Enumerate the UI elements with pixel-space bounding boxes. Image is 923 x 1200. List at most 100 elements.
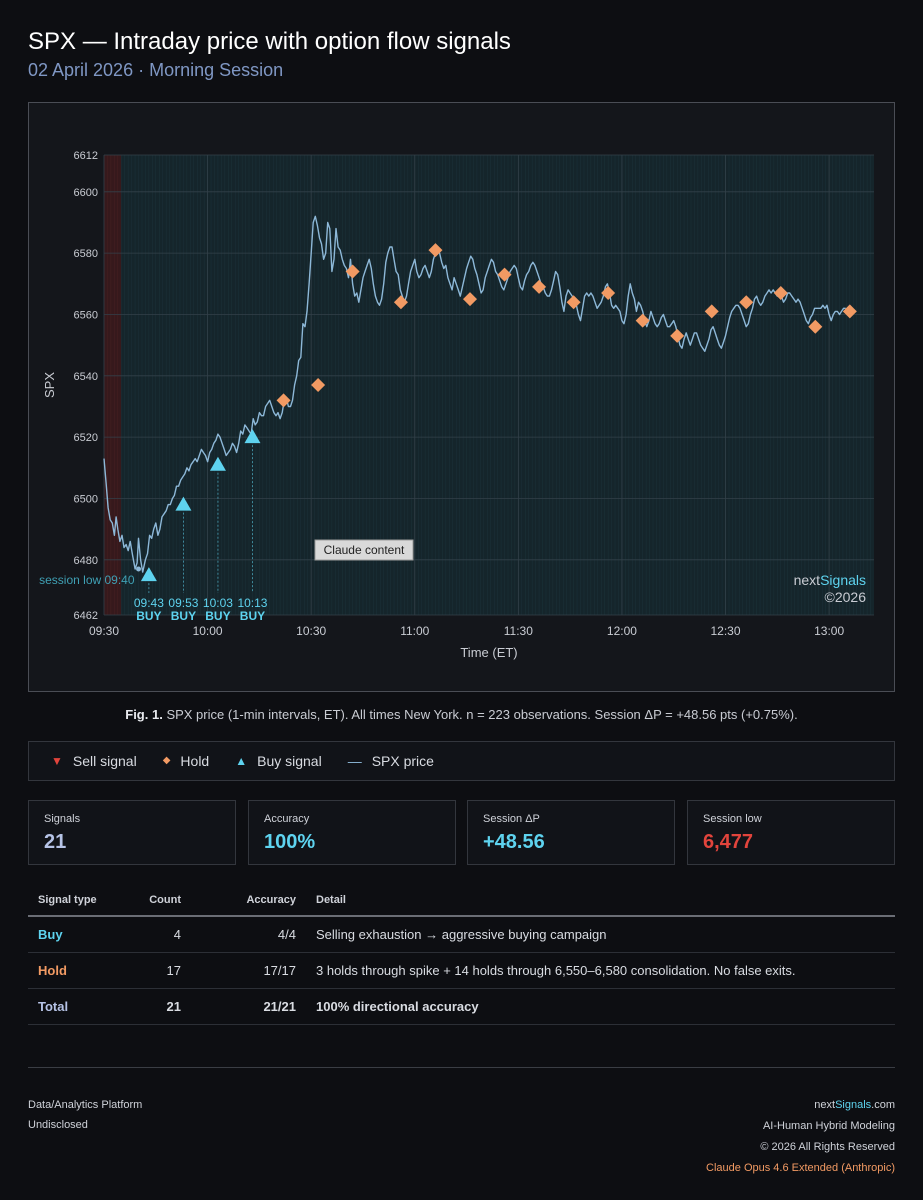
spx-price-line xyxy=(103,215,846,573)
buy-triangle-icon: ▲ xyxy=(235,754,248,768)
accuracy-cell: 17/17 xyxy=(191,952,306,989)
x-tick-label: 11:30 xyxy=(504,624,533,638)
stat-value: +48.56 xyxy=(483,831,545,853)
col-header-type: Signal type xyxy=(28,884,126,917)
stat-card-session-delta: Session ΔP +48.56 xyxy=(467,800,675,865)
session-low-marker xyxy=(136,566,142,572)
hold-signal-marker xyxy=(276,393,291,408)
legend-label-price: SPX price xyxy=(371,753,434,769)
stat-value: 21 xyxy=(44,831,67,853)
hold-signal-marker xyxy=(704,304,719,319)
hold-signal-marker xyxy=(739,295,754,310)
content-overlay-label: Claude content xyxy=(324,543,405,557)
count-cell: 17 xyxy=(126,952,191,989)
footer-brand-link[interactable]: nextSignals.com xyxy=(706,1095,895,1116)
x-tick-label: 10:00 xyxy=(193,624,223,638)
buy-signal-time-label: 10:03 xyxy=(203,596,233,610)
buy-signal-time-label: 09:43 xyxy=(134,596,164,610)
legend-item-sell: ▼ Sell signal xyxy=(51,753,137,769)
legend-label-hold: Hold xyxy=(180,753,210,769)
legend-item-hold: ◆ Hold xyxy=(163,753,210,769)
price-line-icon: — xyxy=(347,753,362,769)
legend-item-buy: ▲ Buy signal xyxy=(235,753,321,769)
x-tick-label: 12:00 xyxy=(607,624,637,638)
footer-platform-name: Undisclosed xyxy=(28,1119,88,1131)
hold-signal-marker xyxy=(808,319,823,334)
hold-signal-marker xyxy=(670,328,685,343)
col-header-count: Count xyxy=(126,884,191,917)
hold-signal-marker xyxy=(345,264,360,279)
legend-label-buy: Buy signal xyxy=(257,753,322,769)
table-row: Total 21 21/21 100% directional accuracy xyxy=(28,988,895,1025)
stat-label: Session ΔP xyxy=(483,813,540,825)
y-tick-label: 6462 xyxy=(74,610,98,622)
chart-legend: ▼ Sell signal ◆ Hold ▲ Buy signal — SPX … xyxy=(28,741,895,781)
legend-item-price: — SPX price xyxy=(348,753,434,769)
signal-type-cell: Hold xyxy=(28,952,126,989)
hold-diamond-icon: ◆ xyxy=(162,755,171,766)
brand-name: Signals xyxy=(835,1099,872,1111)
hold-signal-marker xyxy=(428,243,443,258)
signal-type-cell: Buy xyxy=(28,916,126,953)
stat-label: Session low xyxy=(703,813,762,825)
x-tick-label: 10:30 xyxy=(296,624,326,638)
x-tick-label: 09:30 xyxy=(89,624,119,638)
y-tick-label: 6560 xyxy=(74,309,98,321)
footer-tagline: AI-Human Hybrid Modeling xyxy=(762,1120,895,1132)
hold-signal-marker xyxy=(773,286,788,300)
table-row: Hold 17 17/17 3 holds through spike + 14… xyxy=(28,952,895,989)
table-row: Buy 4 4/4 Selling exhaustion → aggressiv… xyxy=(28,916,895,953)
stat-label: Signals xyxy=(44,813,81,825)
brand-prefix: next xyxy=(814,1099,836,1111)
y-axis-label: SPX xyxy=(42,372,57,398)
stat-card-session-low: Session low 6,477 xyxy=(687,800,895,865)
sell-triangle-icon: ▼ xyxy=(51,754,63,768)
buy-signal-time-label: 09:53 xyxy=(168,596,198,610)
footer-copyright: © 2026 All Rights Reserved xyxy=(760,1141,895,1153)
hold-signal-marker xyxy=(532,279,547,294)
stat-card-signals: Signals 21 xyxy=(28,800,236,865)
session-low-label: session low 09:40 xyxy=(39,573,135,587)
legend-label-sell: Sell signal xyxy=(72,753,137,769)
detail-cell: 3 holds through spike + 14 holds through… xyxy=(306,952,895,989)
buy-signal-marker xyxy=(244,429,261,444)
x-axis-label: Time (ET) xyxy=(460,645,517,660)
hold-signal-marker xyxy=(566,295,581,310)
brand-suffix: .com xyxy=(871,1099,895,1111)
y-tick-label: 6500 xyxy=(74,493,98,505)
footer-right: nextSignals.com AI-Human Hybrid Modeling… xyxy=(706,1095,895,1179)
x-tick-label: 11:00 xyxy=(400,624,429,638)
buy-signal-marker xyxy=(209,456,226,471)
count-cell: 21 xyxy=(126,988,191,1025)
hold-signal-marker xyxy=(635,313,650,328)
footer-divider xyxy=(28,1067,895,1068)
buy-signal-marker xyxy=(175,496,192,511)
accuracy-cell: 21/21 xyxy=(191,988,306,1025)
y-tick-label: 6612 xyxy=(74,150,98,162)
stat-value: 100% xyxy=(264,831,316,853)
stat-value: 6,477 xyxy=(703,831,754,853)
caption-fig-label: Fig. 1. xyxy=(125,707,163,722)
hold-signal-marker xyxy=(497,267,512,282)
detail-cell: Selling exhaustion → aggressive buying c… xyxy=(306,916,895,953)
x-tick-label: 12:30 xyxy=(711,624,741,638)
stat-card-accuracy: Accuracy 100% xyxy=(248,800,456,865)
y-tick-label: 6520 xyxy=(74,432,98,444)
price-chart: 6462 6480 6500 6520 6540 6560 6580 6600 6612 09:3… xyxy=(39,150,874,660)
buy-signal-marker xyxy=(140,567,157,582)
accuracy-cell: 4/4 xyxy=(191,916,306,953)
shaded-region-pre-low xyxy=(104,155,122,615)
y-tick-label: 6480 xyxy=(74,555,98,567)
y-tick-label: 6580 xyxy=(74,248,98,260)
buy-signal-type-label: BUY xyxy=(171,609,196,623)
hold-signal-marker xyxy=(311,378,326,392)
footer-left: Data/Analytics Platform Undisclosed xyxy=(28,1095,142,1135)
hold-signal-marker xyxy=(393,295,408,310)
hold-signal-marker xyxy=(601,286,616,300)
buy-signal-type-label: BUY xyxy=(205,609,230,623)
page-subtitle: 02 April 2026 · Morning Session xyxy=(28,60,284,80)
signal-type-cell: Total xyxy=(28,988,126,1025)
content-overlay-chip xyxy=(314,539,414,561)
footer-model-credit: Claude Opus 4.6 Extended (Anthropic) xyxy=(706,1162,895,1174)
table-header-row: Signal type Count Accuracy Detail xyxy=(28,884,895,917)
